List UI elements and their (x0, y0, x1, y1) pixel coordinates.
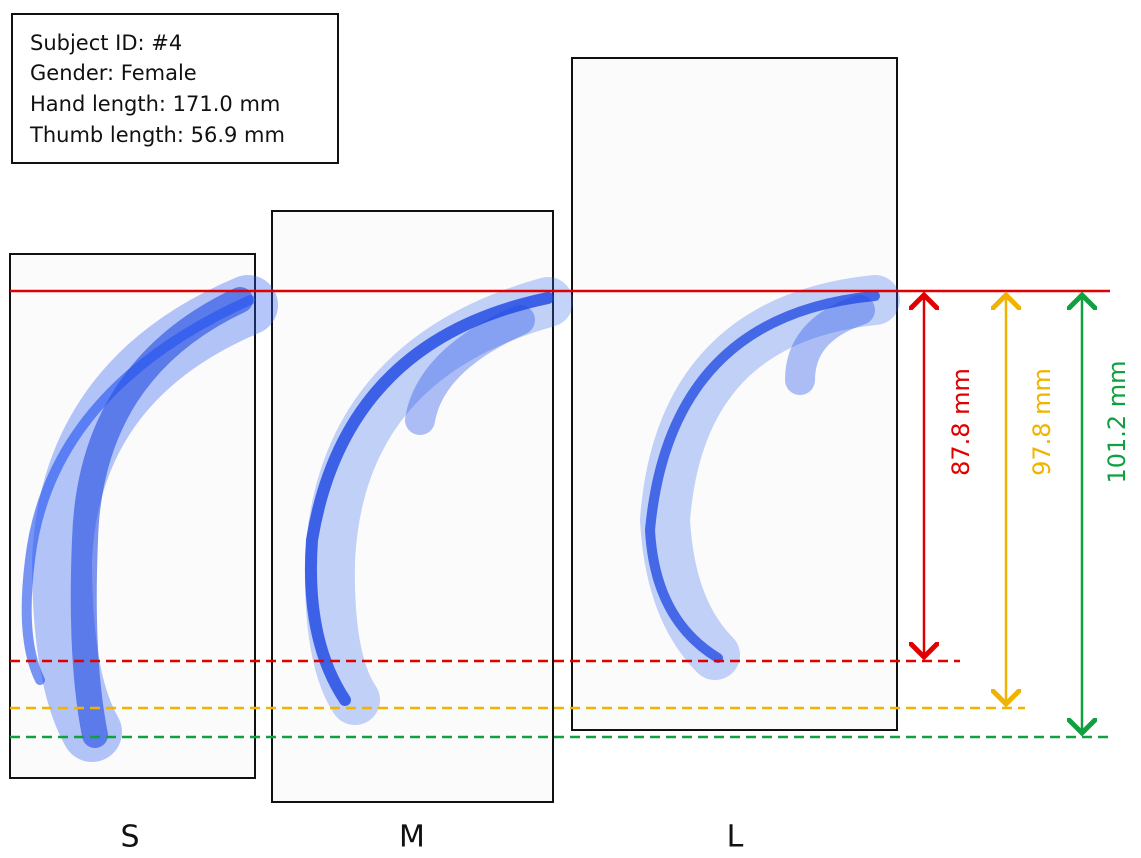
info-line: Hand length: 171.0 mm (30, 92, 280, 116)
print-l (639, 275, 900, 680)
print-m (304, 277, 573, 725)
measurement-label: 101.2 mm (1103, 360, 1131, 483)
measurement-label: 87.8 mm (947, 368, 975, 476)
info-line: Subject ID: #4 (30, 31, 182, 55)
panel-l (571, 57, 898, 731)
info-box (11, 13, 339, 164)
info-line: Gender: Female (30, 61, 197, 85)
panel-label: L (727, 820, 744, 855)
print-s (21, 275, 278, 762)
measurement-label: 97.8 mm (1028, 368, 1056, 476)
panel-label: M (399, 820, 425, 855)
panel-s (9, 253, 256, 779)
panel-label: S (120, 820, 139, 855)
info-line: Thumb length: 56.9 mm (29, 123, 285, 147)
